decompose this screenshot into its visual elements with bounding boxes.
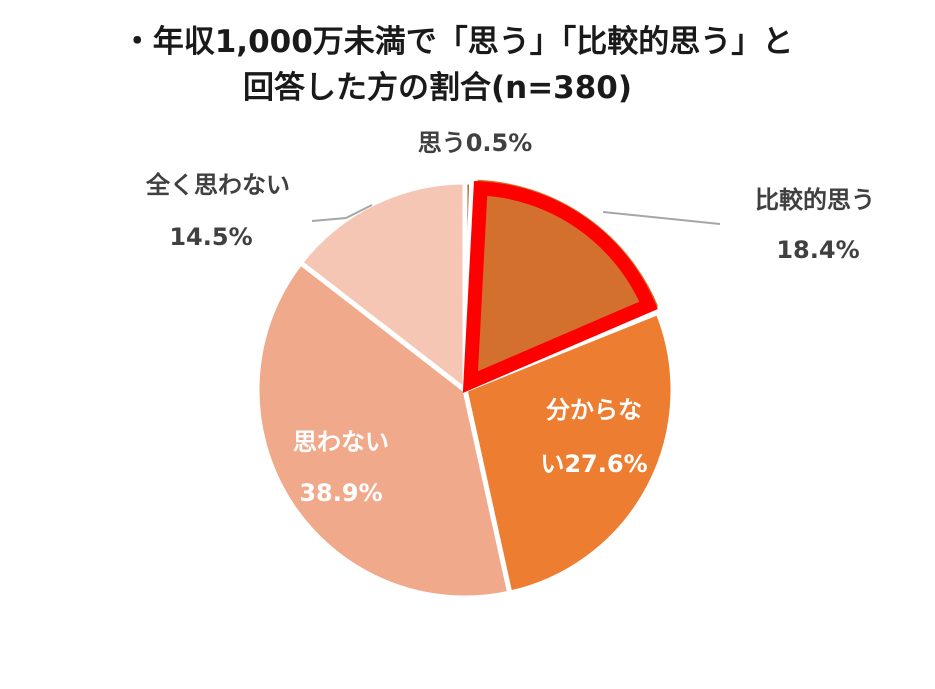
slice-label-hikakuteki-omou-value: 18.4% [776, 236, 859, 264]
leader-line-mattaku-omowanai [311, 204, 373, 222]
pie-slice-hikakuteki-omou [465, 174, 664, 388]
slice-label-hikakuteki-omou-name: 比較的思う [755, 186, 875, 214]
slice-label-wakaranai-name: 分からな [546, 396, 642, 424]
pie-slice-omowanai [254, 260, 513, 601]
leader-line-hikakuteki-omou [602, 211, 721, 225]
slice-label-omou: 思う0.5% [418, 129, 533, 157]
slice-label-mattaku-omowanai-value: 14.5% [169, 223, 252, 251]
chart-title-line1: ・年収1,000万未満で「思う」「比較的思う」と [121, 24, 794, 60]
highlight-outline [462, 180, 658, 393]
chart-title-line2: 回答した方の割合(n=380) [242, 70, 633, 106]
slice-label-mattaku-omowanai-name: 全く思わない [145, 171, 290, 199]
slice-label-omowanai-value: 38.9% [299, 479, 382, 507]
pie-slice-wakaranai [462, 309, 676, 596]
slice-label-omowanai-name: 思わない [293, 428, 389, 456]
pie-slice-mattaku-omowanai [298, 179, 468, 393]
slice-label-wakaranai-value: い27.6% [540, 450, 647, 478]
